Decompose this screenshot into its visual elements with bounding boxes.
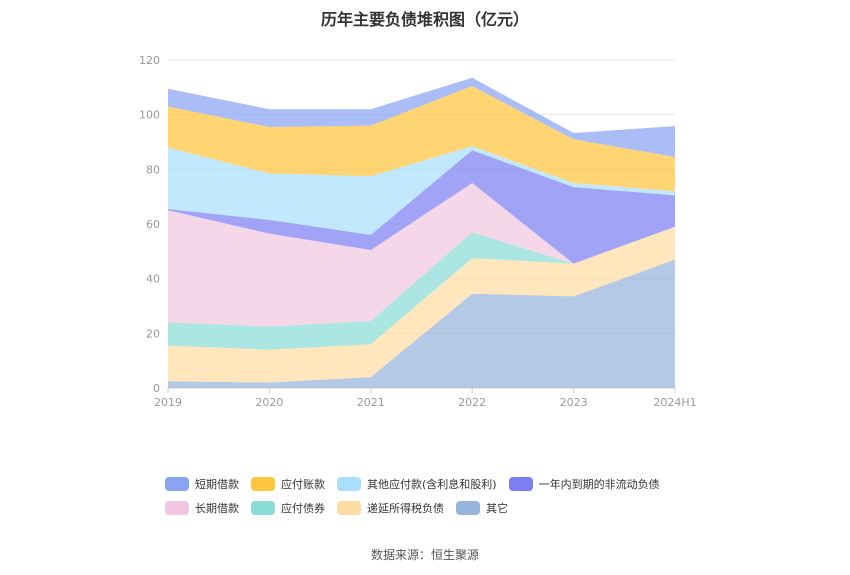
- x-tick-label: 2023: [560, 396, 588, 409]
- legend-swatch: [251, 477, 275, 491]
- legend-swatch: [456, 501, 480, 515]
- legend-label: 长期借款: [195, 502, 239, 515]
- legend-label: 应付债券: [281, 502, 325, 515]
- y-tick-label: 40: [146, 273, 160, 286]
- legend-swatch: [508, 477, 533, 491]
- legend-label: 其他应付款(含利息和股利): [367, 478, 497, 491]
- legend-item[interactable]: 递延所得税负债: [337, 500, 444, 516]
- legend-item[interactable]: 其它: [456, 500, 508, 516]
- y-tick-label: 80: [146, 163, 160, 176]
- legend-row: 长期借款 应付债券 递延所得税负债 其它: [165, 496, 725, 520]
- area-series-长期借款[interactable]: [168, 183, 675, 327]
- legend-label: 其它: [486, 502, 508, 515]
- area-series-短期借款[interactable]: [168, 77, 675, 157]
- area-series: [168, 77, 675, 389]
- legend-item[interactable]: 其他应付款(含利息和股利): [337, 476, 497, 492]
- area-series-其它[interactable]: [168, 259, 675, 389]
- area-series-应付账款[interactable]: [168, 86, 675, 192]
- legend-label: 递延所得税负债: [367, 502, 444, 515]
- area-series-一年内到期的非流动负债[interactable]: [168, 150, 675, 264]
- chart-title: 历年主要负债堆积图（亿元）: [320, 10, 529, 29]
- y-tick-label: 20: [146, 327, 160, 340]
- x-tick-label: 2021: [357, 396, 385, 409]
- area-series-应付债券[interactable]: [168, 226, 675, 350]
- y-tick-label: 0: [153, 382, 160, 395]
- legend: 短期借款 应付账款 其他应付款(含利息和股利) 一年内到期的非流动负债长期借款 应付债券…: [165, 472, 725, 520]
- y-tick-label: 120: [139, 54, 160, 67]
- axes: 0 20 40 60 80 100 120 2019 2020 2021 2022 2023 2024H…: [139, 54, 697, 409]
- legend-swatch: [165, 501, 189, 515]
- legend-item[interactable]: 应付账款: [251, 476, 325, 492]
- data-source: 数据来源：恒生聚源: [370, 548, 479, 562]
- y-tick-label: 60: [146, 218, 160, 231]
- legend-item[interactable]: 短期借款: [165, 476, 239, 492]
- legend-item[interactable]: 应付债券: [251, 500, 325, 516]
- x-tick-label: 2022: [458, 396, 486, 409]
- legend-swatch: [251, 501, 275, 515]
- legend-swatch: [337, 477, 361, 491]
- legend-item[interactable]: 一年内到期的非流动负债: [508, 476, 660, 492]
- area-series-其他应付款(含利息和股利)[interactable]: [168, 146, 675, 235]
- x-tick-label: 2020: [255, 396, 283, 409]
- y-tick-label: 100: [139, 109, 160, 122]
- stacked-area-chart: 0 20 40 60 80 100 120 2019 2020 2021 2022 2023 2024H…: [139, 54, 697, 409]
- legend-swatch: [337, 501, 361, 515]
- x-tick-label: 2019: [154, 396, 182, 409]
- legend-swatch: [165, 477, 189, 491]
- legend-row: 短期借款 应付账款 其他应付款(含利息和股利) 一年内到期的非流动负债: [165, 472, 725, 496]
- legend-item[interactable]: 长期借款: [165, 500, 239, 516]
- legend-label: 应付账款: [281, 478, 325, 491]
- legend-label: 一年内到期的非流动负债: [538, 478, 660, 491]
- legend-label: 短期借款: [195, 478, 239, 491]
- x-tick-label: 2024H1: [653, 396, 696, 409]
- area-series-递延所得税负债[interactable]: [168, 226, 675, 383]
